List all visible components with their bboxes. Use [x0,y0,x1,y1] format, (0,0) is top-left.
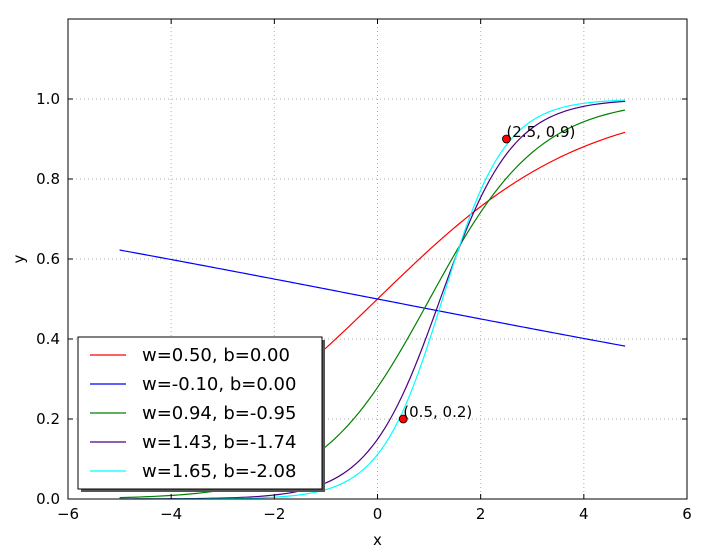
x-tick-label: 4 [579,505,589,523]
x-axis-label: x [373,531,382,549]
legend-label: w=1.65, b=-2.08 [142,461,296,482]
annotated-points: (0.5, 0.2) (2.5, 0.9) [398,123,575,424]
point-label: (0.5, 0.2) [403,403,472,421]
point-marker [502,134,511,144]
x-tick-label: 2 [476,505,486,523]
y-tick-label: 0.0 [36,490,60,508]
x-tick-label: −6 [57,505,79,523]
x-tick-label: −2 [263,505,285,523]
legend-label: w=0.94, b=-0.95 [142,403,296,424]
y-tick-label: 0.2 [36,410,60,428]
y-tick-label: 1.0 [36,90,60,108]
series-line [119,249,626,347]
y-tick-label: 0.8 [36,170,60,188]
x-tick-label: −4 [160,505,182,523]
x-tick-label: 6 [682,505,692,523]
legend-label: w=1.43, b=-1.74 [142,432,296,453]
legend-label: w=-0.10, b=0.00 [142,374,296,395]
x-tick-label: 0 [373,505,383,523]
point-label: (2.5, 0.9) [506,123,575,141]
y-tick-label: 0.6 [36,250,60,268]
legend-label: w=0.50, b=0.00 [142,345,290,366]
point-marker [398,414,408,424]
series-line [119,109,626,499]
y-axis-label: y [10,254,28,263]
legend: w=0.50, b=0.00 w=-0.10, b=0.00 w=0.94, b=-… [77,336,325,492]
y-tick-label: 0.4 [36,330,60,348]
axis-ticks: −6 −4 −2 0 2 4 6 0.0 0.2 0.4 0.6 0.8 1.0 [36,19,692,523]
